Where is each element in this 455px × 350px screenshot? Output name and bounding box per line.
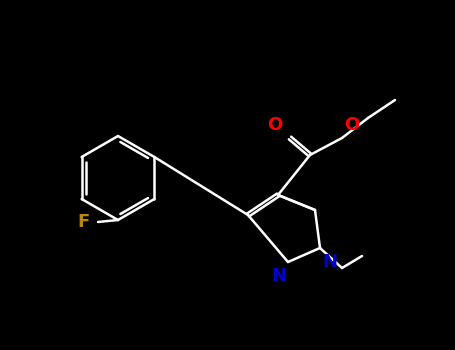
Text: O: O bbox=[267, 116, 282, 134]
Text: F: F bbox=[78, 213, 90, 231]
Text: O: O bbox=[344, 116, 359, 134]
Text: N: N bbox=[322, 253, 337, 271]
Text: N: N bbox=[271, 267, 286, 285]
